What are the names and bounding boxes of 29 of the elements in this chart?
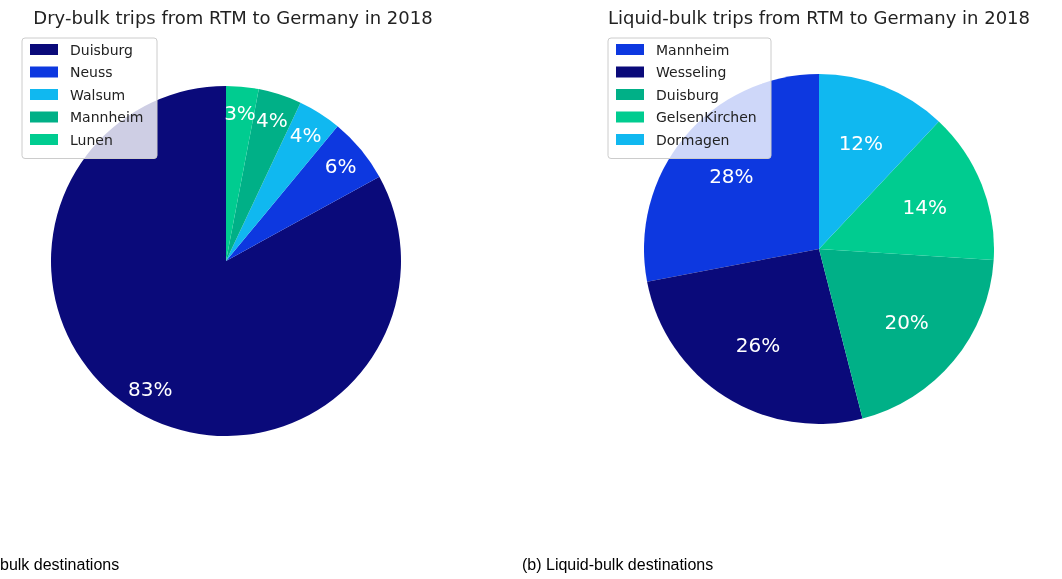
data-label: 12%: [838, 131, 884, 156]
pie-slice: [819, 249, 994, 419]
text: bulk destinations: [0, 556, 120, 573]
legend-label: GelsenKirchen: [656, 109, 757, 126]
data-label: 4%: [289, 123, 322, 148]
legend-label: Walsum: [70, 86, 126, 103]
text: (b) Liquid-bulk destinations: [522, 556, 714, 573]
legend-label: Neuss: [70, 64, 113, 81]
legend-label: Mannheim: [656, 41, 730, 58]
data-label: 14%: [902, 195, 947, 220]
legend-label: Lunen: [70, 131, 113, 148]
pie-slice: [51, 86, 401, 436]
data-label: 20%: [884, 309, 929, 334]
legend-label: Wesseling: [656, 64, 727, 81]
pie-slice: [226, 126, 380, 261]
legend-label: Duisburg: [656, 86, 719, 103]
legend-label: Duisburg: [70, 41, 133, 58]
data-label: 83%: [128, 377, 173, 402]
data-label: 6%: [324, 154, 357, 179]
chart-title: Dry-bulk trips from RTM to Germany in 2018: [33, 7, 433, 28]
legend-label: Mannheim: [70, 109, 144, 126]
chart-title: Liquid-bulk trips from RTM to Germany in 2018: [608, 7, 1030, 28]
data-label: 26%: [735, 333, 781, 358]
pie-slice: [819, 121, 994, 260]
data-label: 4%: [256, 107, 288, 132]
pie-slice: [226, 86, 259, 261]
data-label: 28%: [709, 164, 754, 189]
legend-label: Dormagen: [656, 131, 730, 148]
pie-slice: [647, 249, 863, 424]
